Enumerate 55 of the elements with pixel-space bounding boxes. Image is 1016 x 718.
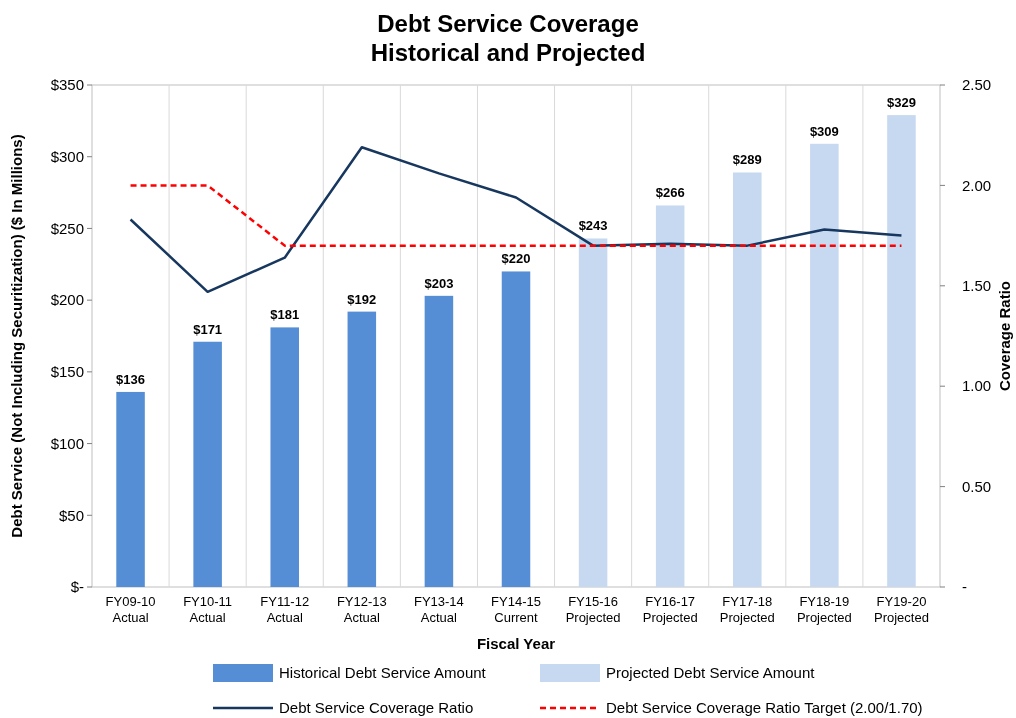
bar [193, 341, 222, 587]
data-label: $220 [501, 251, 531, 267]
x-tick-label: FY13-14 Actual [413, 594, 464, 625]
x-tick-label: FY17-18 Projected [719, 594, 775, 625]
y2-tick-label: 1.00 [962, 377, 992, 395]
x-tick-label: FY16-17 Projected [642, 594, 698, 625]
data-label: $329 [886, 95, 916, 111]
x-tick-label: FY11-12 Actual [260, 594, 310, 625]
data-label: $243 [578, 218, 608, 234]
data-label: $266 [655, 185, 685, 201]
x-tick-label: FY09-10 Actual [105, 594, 156, 625]
bar [655, 205, 685, 587]
bar [347, 311, 377, 587]
y-tick-label: $- [70, 578, 84, 596]
y-tick-label: $100 [50, 434, 84, 452]
data-label: $192 [347, 291, 377, 307]
x-axis-title: Fiscal Year [476, 635, 556, 652]
y-tick-label: $200 [50, 291, 84, 309]
data-label: $181 [270, 307, 300, 323]
bar [733, 172, 762, 587]
legend-label: Projected Debt Service Amount [606, 664, 816, 682]
y2-tick-label: 2.50 [962, 76, 992, 94]
x-tick-label: FY19-20 Projected [873, 594, 929, 625]
x-tick-label: FY12-13 Actual [336, 594, 387, 625]
data-label: $136 [116, 371, 146, 387]
data-label: $309 [809, 123, 839, 139]
x-tick-label: FY10-11 Actual [183, 594, 233, 625]
y2-tick-label: 2.00 [962, 176, 992, 194]
bar [887, 115, 916, 587]
y-tick-label: $150 [50, 363, 84, 381]
bar [501, 271, 531, 587]
legend-label: Historical Debt Service Amount [279, 664, 487, 682]
bar [578, 238, 608, 587]
data-label: $289 [732, 152, 762, 168]
y-tick-label: $350 [50, 76, 84, 94]
y-tick-label: $250 [50, 219, 84, 237]
data-label: $171 [193, 321, 223, 337]
x-tick-label: FY15-16 Projected [565, 594, 621, 625]
y2-tick-label: - [962, 578, 967, 596]
y-axis-title: Debt Service (Not Including Securitization) ($ In Millions) [8, 134, 25, 538]
legend-label: Debt Service Coverage Ratio Target (2.00/1.70) [606, 699, 923, 717]
bar [424, 295, 454, 587]
y-tick-label: $300 [50, 147, 84, 165]
x-tick-label: FY18-19 Projected [796, 594, 852, 625]
chart-title: Debt Service Coverage Historical and Projected [370, 10, 646, 66]
bar [116, 391, 145, 587]
bar [810, 143, 839, 587]
y2-axis-title: Coverage Ratio [996, 280, 1013, 392]
y2-tick-label: 0.50 [962, 477, 992, 495]
data-label: $203 [424, 275, 454, 291]
x-tick-label: FY14-15 Current [491, 594, 541, 625]
y2-tick-label: 1.50 [962, 277, 992, 295]
y-tick-label: $50 [58, 506, 84, 524]
bar [270, 327, 299, 587]
legend-label: Debt Service Coverage Ratio [279, 699, 474, 717]
